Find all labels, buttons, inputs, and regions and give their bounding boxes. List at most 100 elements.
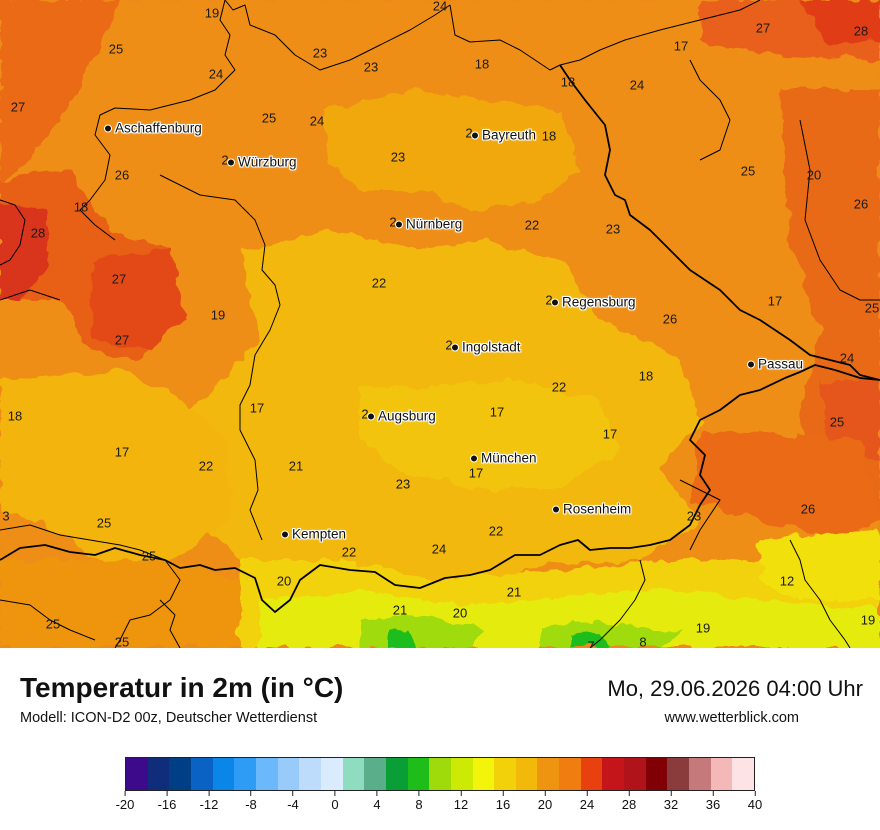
temperature-value: 23 bbox=[312, 45, 328, 61]
city-marker: Kempten bbox=[281, 527, 346, 542]
color-swatch bbox=[689, 758, 711, 790]
temperature-value: 17 bbox=[673, 38, 689, 54]
color-swatch bbox=[515, 758, 538, 790]
tick-text: 12 bbox=[453, 797, 469, 812]
city-dot-icon bbox=[227, 158, 235, 166]
color-swatch bbox=[126, 758, 148, 790]
scale-tick-label: 28 bbox=[622, 791, 636, 812]
city-marker: Würzburg bbox=[227, 155, 297, 170]
color-swatch bbox=[580, 758, 603, 790]
temperature-value: 18 bbox=[474, 56, 490, 72]
color-swatch bbox=[234, 758, 256, 790]
temperature-value: 25 bbox=[261, 110, 277, 126]
city-dot-icon bbox=[281, 530, 289, 538]
temperature-value: 21 bbox=[392, 602, 408, 618]
temperature-value: 27 bbox=[111, 271, 127, 287]
tick-text: 32 bbox=[663, 797, 679, 812]
color-swatch bbox=[559, 758, 581, 790]
color-swatch bbox=[190, 758, 213, 790]
scale-tick-label: -16 bbox=[158, 791, 176, 812]
scale-tick-label: 40 bbox=[748, 791, 762, 812]
temperature-value: 2 bbox=[221, 152, 229, 168]
scale-tick-label: 0 bbox=[331, 791, 339, 812]
city-marker: München bbox=[470, 451, 537, 466]
city-dot-icon bbox=[104, 124, 112, 132]
temperature-value: 22 bbox=[488, 523, 504, 539]
temperature-value: 24 bbox=[839, 350, 855, 366]
color-swatch bbox=[364, 758, 386, 790]
tick-mark bbox=[250, 791, 252, 796]
temperature-value: 2 bbox=[545, 292, 553, 308]
tick-text: 40 bbox=[747, 797, 763, 812]
color-swatch bbox=[277, 758, 300, 790]
city-name: Rosenheim bbox=[563, 501, 632, 517]
temperature-value: 22 bbox=[198, 458, 214, 474]
temperature-value: 17 bbox=[602, 426, 618, 442]
tick-text: -4 bbox=[287, 797, 299, 812]
temperature-value: 26 bbox=[114, 167, 130, 183]
color-swatch bbox=[169, 758, 191, 790]
color-swatch bbox=[624, 758, 646, 790]
scale-tick-label: -12 bbox=[200, 791, 218, 812]
tick-text: -20 bbox=[115, 797, 135, 812]
temperature-value: 23 bbox=[390, 149, 406, 165]
city-name: Bayreuth bbox=[482, 127, 537, 143]
color-swatch bbox=[537, 758, 560, 790]
temperature-value: 12 bbox=[779, 573, 795, 589]
scale-tick-label: 12 bbox=[454, 791, 468, 812]
temperature-value: 2 bbox=[465, 125, 473, 141]
tick-mark bbox=[334, 791, 336, 796]
tick-mark bbox=[418, 791, 420, 796]
color-swatch bbox=[407, 758, 430, 790]
scale-tick-label: 16 bbox=[496, 791, 510, 812]
temperature-value: 22 bbox=[371, 275, 387, 291]
temperature-value: 23 bbox=[363, 59, 379, 75]
scale-tick-label: 36 bbox=[706, 791, 720, 812]
city-marker: Bayreuth bbox=[471, 128, 536, 143]
city-dot-icon bbox=[471, 131, 479, 139]
color-swatch bbox=[667, 758, 690, 790]
temperature-value: 23 bbox=[395, 476, 411, 492]
temperature-value: 7 bbox=[587, 638, 595, 649]
color-swatch bbox=[255, 758, 278, 790]
tick-mark bbox=[586, 791, 588, 796]
temperature-value: 20 bbox=[276, 573, 292, 589]
city-dot-icon bbox=[747, 360, 755, 368]
tick-text: 16 bbox=[495, 797, 511, 812]
city-name: Aschaffenburg bbox=[115, 120, 202, 136]
temperature-value: 27 bbox=[10, 99, 26, 115]
tick-mark bbox=[712, 791, 714, 796]
temperature-value: 24 bbox=[208, 66, 224, 82]
temperature-value: 28 bbox=[853, 23, 869, 39]
temperature-value: 26 bbox=[662, 311, 678, 327]
temperature-value: 17 bbox=[489, 404, 505, 420]
tick-mark bbox=[628, 791, 630, 796]
temperature-value: 2 bbox=[389, 214, 397, 230]
tick-mark bbox=[544, 791, 546, 796]
city-marker: Passau bbox=[747, 357, 803, 372]
temperature-value: 17 bbox=[767, 293, 783, 309]
color-swatch bbox=[602, 758, 625, 790]
tick-text: 8 bbox=[415, 797, 423, 812]
color-swatch bbox=[147, 758, 170, 790]
tick-mark bbox=[502, 791, 504, 796]
tick-mark bbox=[208, 791, 210, 796]
temperature-value: 25 bbox=[45, 616, 61, 632]
city-dot-icon bbox=[470, 454, 478, 462]
color-swatch bbox=[645, 758, 668, 790]
scale-tick-label: 32 bbox=[664, 791, 678, 812]
temperature-value: 27 bbox=[114, 332, 130, 348]
temperature-value: 25 bbox=[114, 634, 130, 649]
temperature-value: 18 bbox=[541, 128, 557, 144]
temperature-value: 23 bbox=[686, 508, 702, 524]
temperature-value: 24 bbox=[431, 541, 447, 557]
map-footer: Temperatur in 2m (in °C) Modell: ICON-D2… bbox=[0, 648, 880, 830]
tick-mark bbox=[670, 791, 672, 796]
tick-mark bbox=[754, 791, 756, 796]
color-swatch bbox=[710, 758, 733, 790]
temperature-value: 22 bbox=[524, 217, 540, 233]
color-scale-legend bbox=[125, 757, 755, 791]
website-link[interactable]: www.wetterblick.com bbox=[664, 710, 799, 726]
tick-text: 24 bbox=[579, 797, 595, 812]
temperature-value: 24 bbox=[629, 77, 645, 93]
